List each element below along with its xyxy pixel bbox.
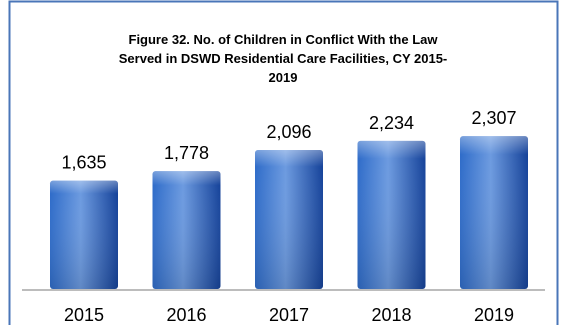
x-axis-tick-labels: 2015 2016 2017 2018 2019 bbox=[64, 305, 514, 325]
value-label-2017: 2,096 bbox=[266, 122, 311, 142]
bar-sheen-2018 bbox=[357, 140, 426, 289]
bar-sheen-2015 bbox=[50, 180, 118, 289]
x-tick-label-2018: 2018 bbox=[371, 305, 411, 325]
x-tick-label-2019: 2019 bbox=[474, 305, 514, 325]
bar-sheen-2016 bbox=[152, 171, 221, 289]
chart-title-line-2: Served in DSWD Residential Care Faciliti… bbox=[119, 51, 448, 66]
value-label-2018: 2,234 bbox=[369, 113, 414, 133]
x-tick-label-2016: 2016 bbox=[166, 305, 206, 325]
chart-title-line-3: 2019 bbox=[269, 70, 298, 85]
bar-sheen-2017 bbox=[255, 150, 323, 289]
bars-layer bbox=[50, 136, 528, 289]
value-label-2016: 1,778 bbox=[164, 143, 209, 163]
chart-title-line-1: Figure 32. No. of Children in Conflict W… bbox=[129, 32, 439, 47]
value-label-2015: 1,635 bbox=[61, 153, 106, 173]
bar-sheen-2019 bbox=[460, 136, 528, 289]
x-tick-label-2017: 2017 bbox=[269, 305, 309, 325]
x-tick-label-2015: 2015 bbox=[64, 305, 104, 325]
value-label-2019: 2,307 bbox=[471, 108, 516, 128]
value-labels-layer: 1,635 1,778 2,096 2,234 2,307 bbox=[61, 108, 516, 173]
